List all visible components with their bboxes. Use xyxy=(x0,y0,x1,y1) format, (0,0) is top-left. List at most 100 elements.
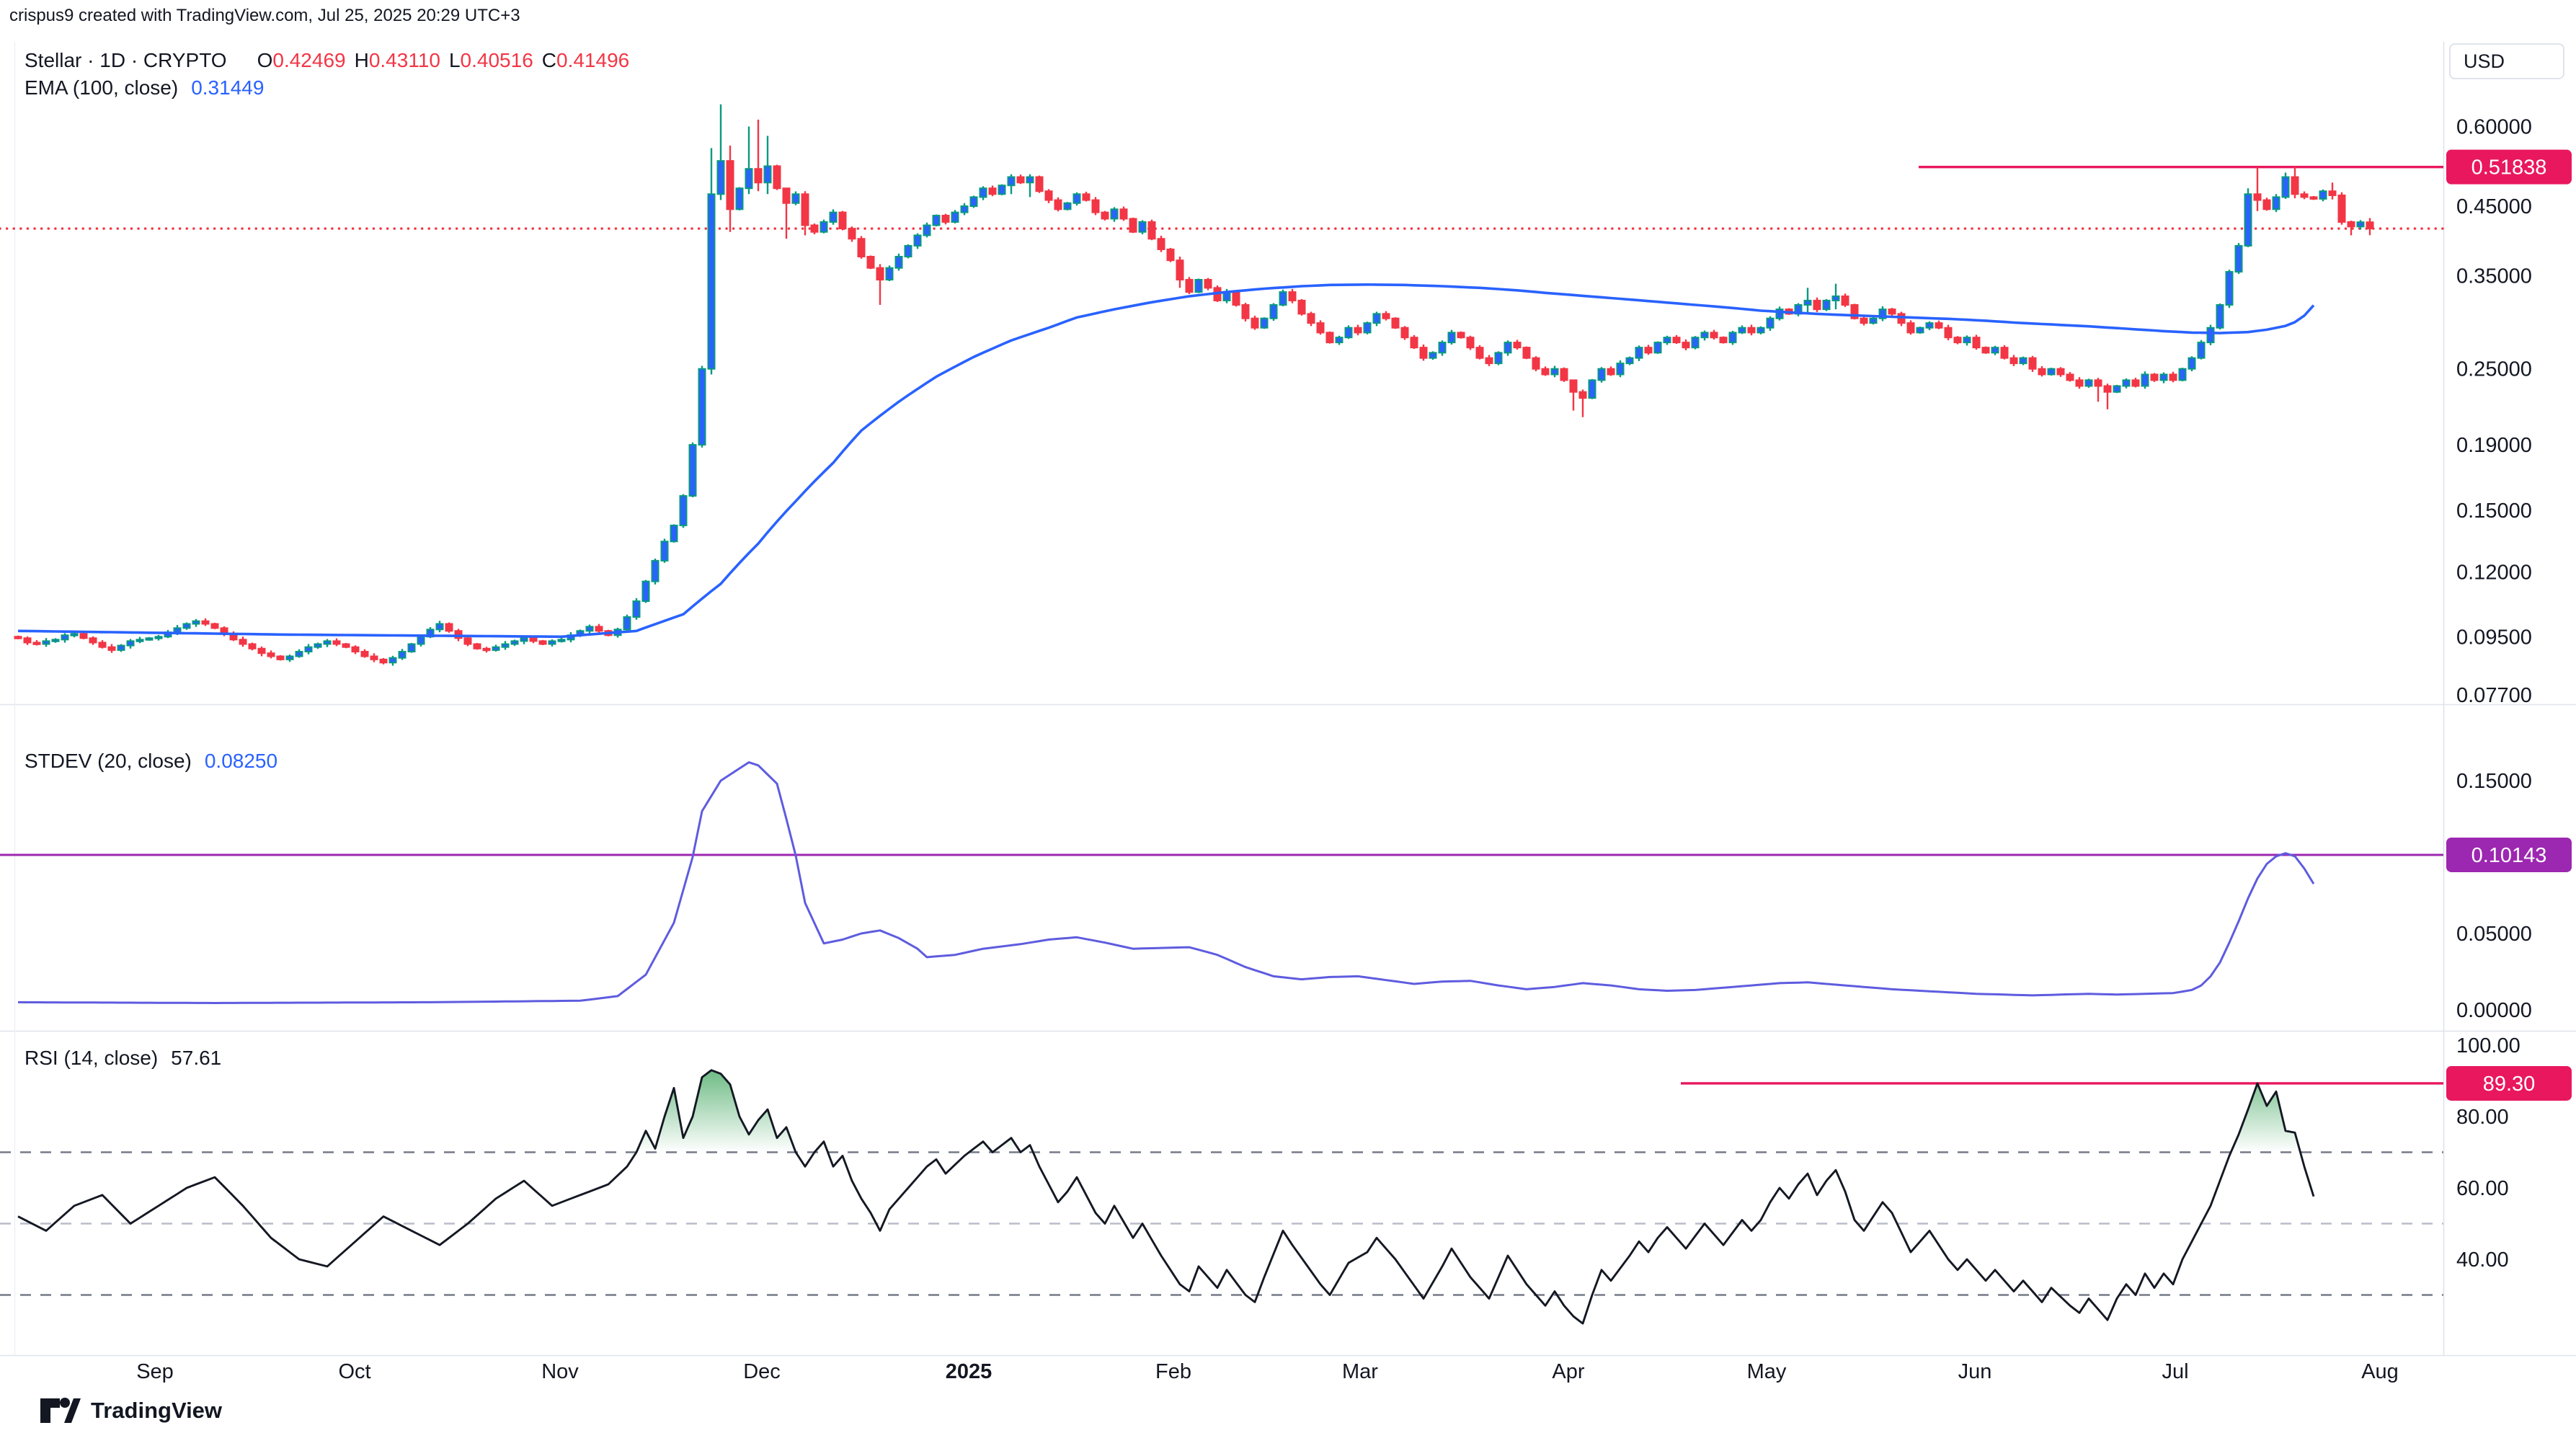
currency-toggle-button[interactable]: USD xyxy=(2449,43,2564,79)
candle-down xyxy=(332,640,341,645)
candle-down xyxy=(482,647,491,652)
time-axis-label: Sep xyxy=(136,1360,174,1383)
low-label: L xyxy=(448,49,461,71)
candle-up xyxy=(2122,379,2131,387)
candle-down xyxy=(2131,379,2140,387)
candle-up xyxy=(1700,332,1709,339)
candle-up xyxy=(314,643,322,648)
candle-up xyxy=(61,634,69,641)
candle-up xyxy=(2206,327,2215,344)
candle-down xyxy=(2291,176,2299,195)
candle-down xyxy=(538,640,547,645)
price-tick-label: 0.25000 xyxy=(2456,358,2532,381)
stdev-value: 0.08250 xyxy=(204,750,278,772)
candle-up xyxy=(707,193,716,370)
price-axis[interactable] xyxy=(2444,42,2576,1355)
candle-up xyxy=(1878,309,1887,319)
candle-up xyxy=(585,626,594,632)
candle-down xyxy=(838,211,847,230)
tradingview-watermark[interactable]: TradingView xyxy=(40,1397,222,1424)
candle-down xyxy=(1747,327,1756,334)
candle-up xyxy=(763,165,772,184)
candle-down xyxy=(1288,291,1297,301)
candle-up xyxy=(136,639,144,642)
candle-down xyxy=(445,623,453,632)
candle-down xyxy=(2300,193,2309,198)
price-tick-label: 0.12000 xyxy=(2456,562,2532,585)
candle-up xyxy=(492,646,500,651)
candle-down xyxy=(276,655,285,660)
stdev-tick-label: 0.05000 xyxy=(2456,923,2532,946)
rsi-pane[interactable] xyxy=(14,1032,2443,1355)
candle-down xyxy=(1204,279,1212,289)
candle-down xyxy=(2337,194,2346,223)
candle-up xyxy=(2113,385,2121,393)
stdev-pane[interactable] xyxy=(14,705,2443,1031)
candle-down xyxy=(529,637,538,642)
candle-down xyxy=(1297,299,1306,315)
candle-down xyxy=(32,642,41,645)
candle-up xyxy=(1072,193,1081,204)
candle-up xyxy=(1653,342,1662,354)
candle-down xyxy=(463,637,472,645)
candle-up xyxy=(1766,317,1775,329)
candle-down xyxy=(342,643,350,648)
candle-up xyxy=(679,494,688,526)
rsi-legend[interactable]: RSI (14, close) 57.61 xyxy=(25,1047,221,1070)
stdev-legend[interactable]: STDEV (20, close) 0.08250 xyxy=(25,750,277,773)
candle-up xyxy=(829,211,838,223)
open-label: O xyxy=(257,49,273,71)
candle-down xyxy=(1251,317,1259,329)
open-value: 0.42469 xyxy=(272,49,346,71)
candle-up xyxy=(154,636,163,639)
price-tick-label: 0.15000 xyxy=(2456,500,2532,523)
candle-up xyxy=(791,193,800,204)
candle-up xyxy=(1063,202,1072,210)
candle-down xyxy=(1841,295,1849,306)
price-pane[interactable] xyxy=(14,42,2443,704)
candle-up xyxy=(548,640,556,645)
candle-up xyxy=(42,640,50,645)
candle-down xyxy=(2253,193,2262,201)
candle-down xyxy=(1091,199,1100,213)
candle-down xyxy=(2066,373,2074,381)
candle-down xyxy=(2009,357,2018,365)
candle-up xyxy=(651,559,659,582)
candle-up xyxy=(1447,332,1456,344)
ema-line xyxy=(17,283,2315,639)
candle-down xyxy=(1016,176,1025,184)
candle-down xyxy=(248,643,257,649)
ema-legend[interactable]: EMA (100, close) 0.31449 xyxy=(25,76,264,99)
high-label: H xyxy=(354,49,369,71)
symbol-legend[interactable]: Stellar · 1D · CRYPTO O 0.42469 H 0.43110 … xyxy=(25,49,629,72)
candle-up xyxy=(398,651,407,659)
candle-down xyxy=(2347,221,2355,228)
candle-up xyxy=(1335,337,1343,344)
price-tick-label: 0.09500 xyxy=(2456,626,2532,649)
ema-value: 0.31449 xyxy=(191,76,265,99)
candle-up xyxy=(1550,368,1559,376)
candle-down xyxy=(79,633,88,639)
candle-up xyxy=(1803,299,1812,306)
candle-up xyxy=(1260,317,1269,329)
time-axis[interactable] xyxy=(14,1356,2443,1391)
candle-down xyxy=(1457,332,1465,339)
rsi-tick-label: 100.00 xyxy=(2456,1034,2521,1057)
candle-up xyxy=(951,211,959,223)
candle-down xyxy=(595,626,603,632)
candle-up xyxy=(1635,347,1643,359)
tradingview-logo-text: TradingView xyxy=(91,1398,223,1423)
time-axis-label: Jul xyxy=(2162,1360,2188,1383)
candle-down xyxy=(1813,299,1821,311)
candle-up xyxy=(932,215,941,226)
candle-down xyxy=(876,267,884,281)
candle-down xyxy=(1119,208,1128,220)
rsi-value: 57.61 xyxy=(171,1047,222,1069)
candle-down xyxy=(98,642,107,648)
candle-up xyxy=(1279,291,1287,306)
candle-down xyxy=(2262,199,2271,210)
candle-down xyxy=(1644,347,1653,354)
time-axis-label: Mar xyxy=(1342,1360,1378,1383)
candle-up xyxy=(501,643,510,648)
candle-down xyxy=(370,655,378,660)
